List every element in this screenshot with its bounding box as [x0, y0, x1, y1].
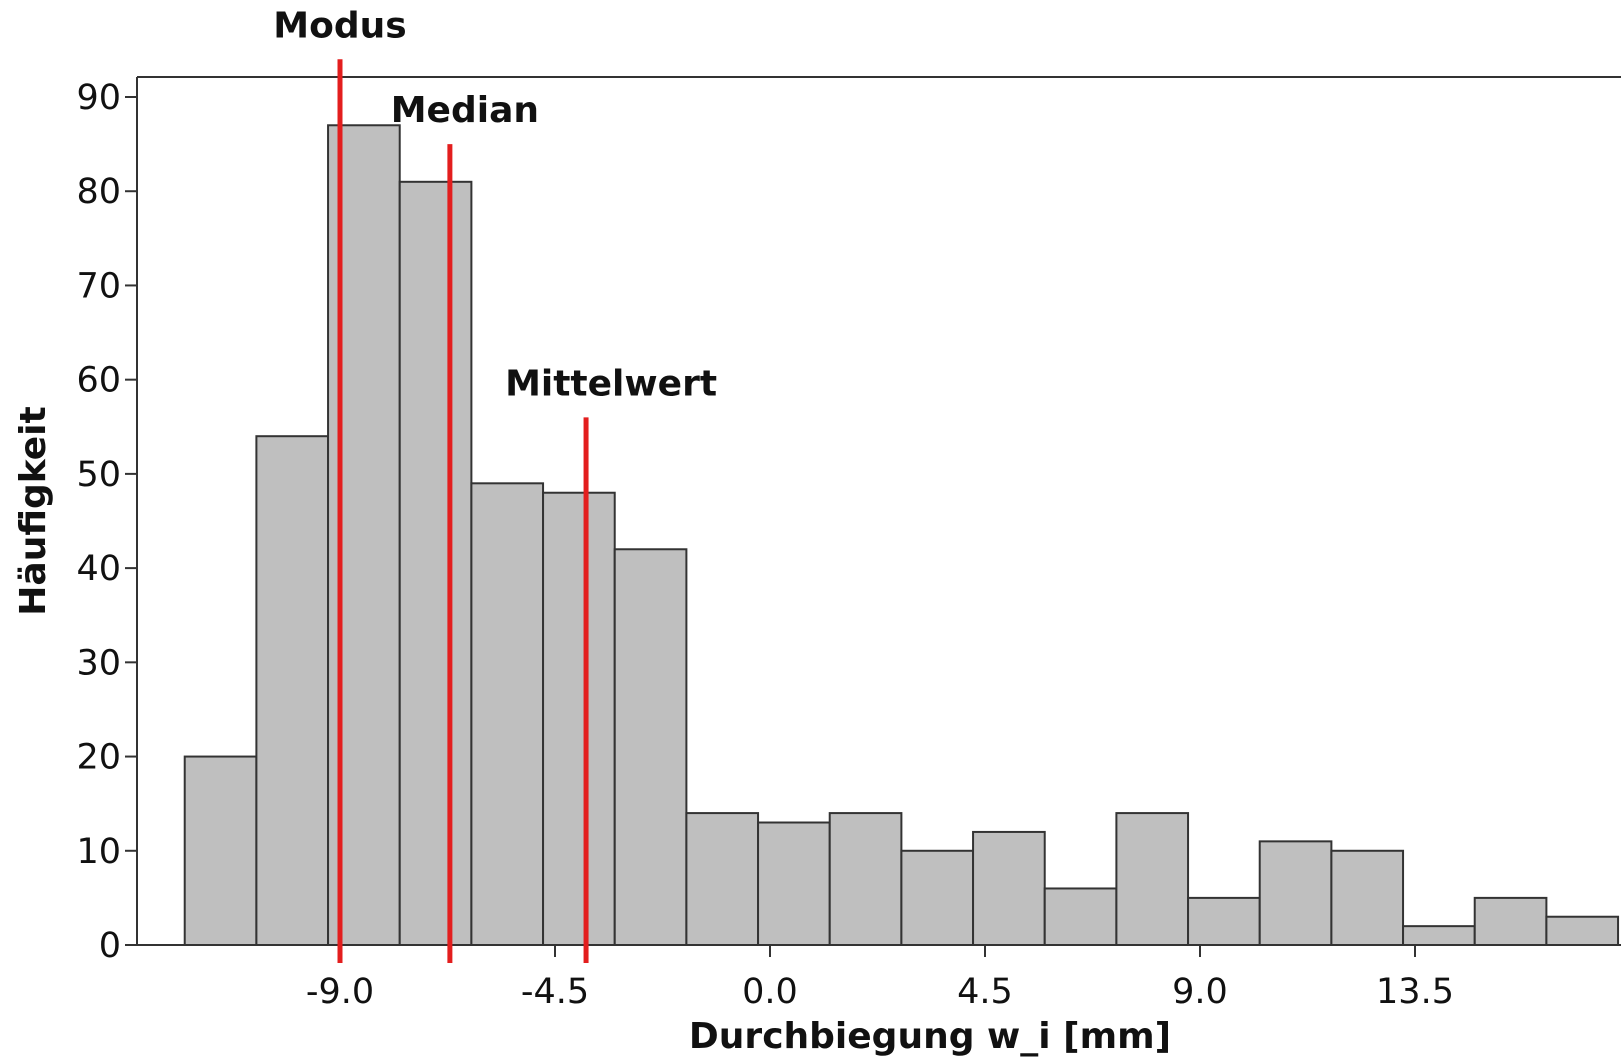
y-tick-label: 30: [76, 643, 121, 683]
histogram-bar: [1545, 915, 1620, 947]
y-tick-label: 0: [99, 926, 121, 966]
histogram-bar: [1330, 849, 1405, 946]
histogram-bar: [757, 821, 831, 946]
x-tick-label: 4.5: [957, 972, 1013, 1012]
y-axis-title: Häufigkeit: [13, 406, 54, 615]
histogram-bar: [470, 482, 545, 946]
marker-label: Mittelwert: [505, 363, 717, 404]
x-tick-label: -9.0: [306, 972, 374, 1012]
histogram-bar: [1043, 887, 1118, 947]
x-tick-label: 9.0: [1172, 972, 1228, 1012]
histogram-bar: [972, 830, 1046, 947]
histogram-bar: [1187, 896, 1261, 947]
histogram-bar: [1402, 925, 1476, 947]
x-tick-label: 0.0: [742, 972, 798, 1012]
y-tick-label: 70: [76, 266, 121, 306]
histogram-bar: [1258, 840, 1333, 946]
y-tick-label: 10: [76, 832, 121, 872]
marker-label: Modus: [273, 5, 406, 46]
y-tick-label: 40: [76, 549, 121, 589]
y-tick-label: 20: [76, 738, 121, 778]
histogram-bar: [613, 548, 688, 946]
histogram-bar: [1473, 896, 1548, 947]
y-tick-label: 50: [76, 455, 121, 495]
x-tick-label: 13.5: [1376, 972, 1454, 1012]
histogram-bar: [900, 849, 975, 946]
bars-layer: [183, 124, 1620, 947]
markers-layer: Modus Median Mittelwert: [273, 5, 717, 963]
x-tick-label: -4.5: [521, 972, 589, 1012]
histogram-bar: [183, 755, 258, 946]
axes-layer: 0 10 20 30 40 50 60 70 80 90 -9.0 -4.5 0.0 4.5 9.0 13.5: [76, 76, 1621, 1012]
x-axis-title: Durchbiegung w_i [mm]: [689, 1016, 1171, 1057]
histogram-bar: [542, 491, 616, 946]
y-tick-label: 60: [76, 361, 121, 401]
histogram-bar: [398, 180, 473, 947]
histogram-bar: [828, 812, 903, 946]
y-tick-label: 90: [76, 78, 121, 118]
histogram-bar: [685, 812, 760, 946]
marker-label: Median: [391, 90, 539, 131]
y-tick-label: 80: [76, 172, 121, 212]
histogram-bar: [1115, 812, 1190, 946]
histogram-bar: [255, 435, 330, 946]
